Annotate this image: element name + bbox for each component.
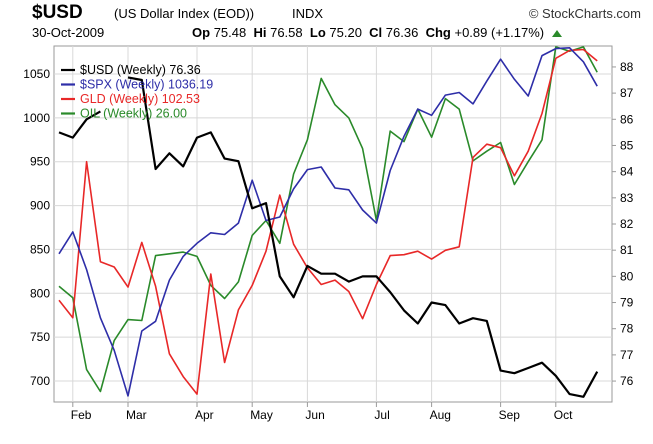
left-tick-label: 700 — [30, 374, 50, 388]
x-tick-label: May — [250, 408, 273, 422]
high-label: Hi — [253, 25, 267, 40]
right-tick-label: 82 — [620, 217, 634, 231]
right-tick-label: 79 — [620, 296, 634, 310]
legend: $USD (Weekly) 76.36$SPX (Weekly) 1036.19… — [61, 63, 213, 121]
left-tick-label: 850 — [30, 242, 50, 256]
series-line — [58, 47, 598, 397]
low-value: 75.20 — [329, 25, 362, 40]
legend-label: OIL (Weekly) 26.00 — [80, 107, 187, 121]
x-tick-label: Jun — [305, 408, 324, 422]
right-tick-label: 87 — [620, 86, 634, 100]
change-label: Chg — [425, 25, 451, 40]
left-tick-label: 800 — [30, 286, 50, 300]
symbol: $USD — [32, 2, 83, 23]
x-tick-label: Feb — [71, 408, 92, 422]
up-arrow-icon — [551, 30, 562, 37]
series-line — [58, 76, 599, 398]
x-tick-label: Sep — [499, 408, 521, 422]
legend-label: $USD (Weekly) 76.36 — [80, 63, 201, 77]
right-tick-label: 76 — [620, 374, 634, 388]
right-tick-label: 81 — [620, 243, 634, 257]
site-credit: © StockCharts.com — [528, 6, 641, 21]
right-tick-label: 86 — [620, 112, 634, 126]
quote-date: 30-Oct-2009 — [32, 25, 105, 40]
left-tick-label: 1000 — [23, 111, 50, 125]
exchange-label: INDX — [292, 6, 324, 21]
right-tick-label: 78 — [620, 322, 634, 336]
legend-label: GLD (Weekly) 102.53 — [80, 92, 200, 106]
quote-stats: Op 75.48 Hi 76.58 Lo 75.20 Cl 76.36 Chg … — [192, 25, 562, 40]
open-label: Op — [192, 25, 211, 40]
symbol-description: (US Dollar Index (EOD)) — [114, 6, 255, 21]
close-value: 76.36 — [385, 25, 419, 40]
plot-frame — [53, 45, 613, 403]
high-value: 76.58 — [270, 25, 303, 40]
x-tick-label: Oct — [554, 408, 573, 422]
low-label: Lo — [309, 25, 326, 40]
right-tick-label: 83 — [620, 191, 634, 205]
left-tick-label: 750 — [30, 330, 50, 344]
right-tick-label: 77 — [620, 348, 634, 362]
left-tick-label: 900 — [30, 199, 50, 213]
change-value: +0.89 (+1.17%) — [454, 25, 545, 40]
left-tick-label: 1050 — [23, 67, 50, 81]
series-line — [58, 48, 598, 395]
x-tick-label: Jul — [374, 408, 389, 422]
right-tick-label: 85 — [620, 138, 634, 152]
x-tick-label: Mar — [126, 408, 147, 422]
right-tick-label: 80 — [620, 269, 634, 283]
x-tick-label: Aug — [430, 408, 451, 422]
right-tick-label: 84 — [620, 165, 634, 179]
close-label: Cl — [369, 25, 383, 40]
right-tick-label: 88 — [620, 60, 634, 74]
legend-label: $SPX (Weekly) 1036.19 — [80, 78, 213, 92]
open-value: 75.48 — [213, 25, 247, 40]
left-tick-label: 950 — [30, 155, 50, 169]
x-tick-label: Apr — [195, 408, 214, 422]
